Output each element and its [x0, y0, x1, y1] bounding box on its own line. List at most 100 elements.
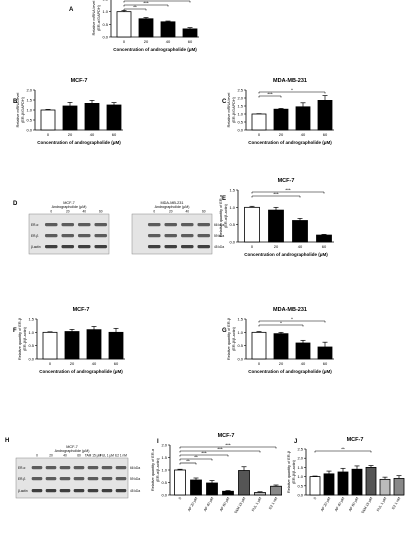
panel-letter-f: F [13, 328, 17, 334]
panel-letter-h: H [5, 438, 9, 444]
x-tick-label-j: FUL 1 μM [376, 496, 387, 512]
sig-label-e: *** [285, 187, 291, 192]
blot-band [44, 234, 58, 238]
y-tick-label-j: 1.0 [297, 474, 303, 479]
blot-row-label: ER-α [31, 223, 38, 227]
bar-e [244, 206, 260, 243]
bar-f [86, 329, 102, 360]
y-tick-label-b: 0.0 [26, 128, 32, 133]
y-axis-label-g: (ER-β/β-actin) [232, 326, 236, 351]
blot-band [44, 223, 58, 227]
blot-size-label: 59 kDa [214, 234, 224, 238]
sig-label-a: ** [133, 4, 137, 9]
x-axis-label-b: Concentration of andrographolide (μM) [37, 140, 121, 145]
blot-lane-label: 40 [63, 454, 67, 458]
panel-letter-i: I [157, 439, 159, 445]
blot-band [115, 489, 127, 493]
panel-title-b: MCF-7 [71, 78, 88, 84]
blot-band [59, 489, 71, 493]
sig-label-e: *** [273, 191, 279, 196]
blot-size-label: 45 kDa [130, 489, 140, 493]
blot-band [101, 466, 113, 470]
blot-band [45, 466, 57, 470]
blot-band [147, 223, 161, 227]
bar-j [309, 476, 321, 496]
y-tick-label-g: 1.0 [237, 330, 243, 335]
blot-band [59, 466, 71, 470]
bar-i [190, 479, 202, 496]
blot-band [94, 234, 108, 238]
sig-label-i: ** [194, 454, 198, 459]
x-tick-label-i: FUL 1 μM [251, 496, 262, 512]
bar-f [42, 331, 58, 360]
panel-title-j: MCF-7 [347, 437, 364, 443]
x-axis-label-g: Concentration of andrographolide (μM) [248, 369, 332, 374]
x-tick-label-g: 60 [323, 361, 328, 366]
y-tick-label-f: 0.0 [28, 357, 34, 362]
sig-label-i: ** [186, 458, 190, 463]
bar-e [292, 220, 308, 243]
blot-band [59, 477, 71, 481]
y-tick-label-g: 0.5 [237, 343, 243, 348]
y-tick-label-e: 1.0 [229, 205, 235, 210]
y-axis-label-a: (ER-α/GAPDH) [97, 4, 101, 31]
x-tick-label-a: 20 [144, 39, 149, 44]
blot-band [101, 477, 113, 481]
blot-band [61, 245, 75, 249]
y-tick-label-a: 0.5 [102, 22, 108, 27]
bar-a [138, 18, 154, 38]
panel-title-c: MDA-MB-231 [273, 78, 307, 84]
y-tick-label-c: 2.5 [237, 88, 243, 93]
x-axis-label-c: Concentration of andrographolide (μM) [248, 140, 332, 145]
blot-band [73, 466, 85, 470]
y-tick-label-g: 0.0 [237, 357, 243, 362]
panel-letter-g: G [222, 328, 227, 334]
sig-label-a: *** [143, 0, 149, 5]
bar-i [174, 469, 186, 496]
x-axis-label-f: Concentration of andrographolide (μM) [39, 369, 123, 374]
x-tick-label-i: E2 1 nM [268, 497, 278, 511]
sig-label-i: *** [201, 450, 207, 455]
y-tick-label-f: 0.5 [28, 343, 34, 348]
blot-size-label: 66 kDa [130, 466, 140, 470]
bar-j [365, 466, 377, 496]
blot-group-subtitle: Andrographolide (μM) [55, 449, 90, 453]
blot-band [61, 223, 75, 227]
x-tick-label-c: 0 [258, 132, 261, 137]
sig-label-g: * [291, 316, 293, 321]
bar-f [108, 331, 124, 360]
bar-c [251, 113, 267, 131]
y-axis-label-c: (ER-β/GAPDH) [232, 96, 236, 123]
blot-row-label: ER-α [18, 466, 25, 470]
bar-c [273, 108, 289, 131]
panel-title-g: MDA-MB-231 [273, 307, 307, 313]
sig-label-j: ** [341, 446, 345, 451]
y-axis-label-b: Relative mRNA level [16, 93, 20, 128]
panel-letter-d: D [13, 201, 18, 207]
bar-j [393, 478, 405, 496]
panel-letter-e: E [222, 196, 226, 202]
y-axis-label-c: Relative mRNA level [227, 93, 231, 128]
y-tick-label-j: 2.5 [297, 447, 303, 452]
blot-row-label: β-actin [31, 245, 41, 249]
y-axis-label-f: Relative quantity of ER-β [18, 317, 22, 360]
y-tick-label-j: 0.5 [297, 483, 303, 488]
bar-g [251, 331, 267, 360]
blot-lane-label: FUL 1 μM [100, 454, 114, 458]
panel-title-e: MCF-7 [278, 178, 295, 184]
y-tick-label-b: 0.5 [26, 118, 32, 123]
y-tick-label-i: 1.0 [161, 468, 167, 473]
blot-band [180, 245, 194, 249]
bar-b [40, 109, 56, 131]
y-tick-label-i: 2.0 [161, 443, 167, 448]
x-tick-label-f: 60 [114, 361, 119, 366]
x-tick-label-i: TAM 15 μM [234, 497, 247, 515]
y-tick-label-a: 0.0 [102, 35, 108, 40]
x-tick-label-c: 60 [323, 132, 328, 137]
y-tick-label-c: 1.0 [237, 112, 243, 117]
y-tick-label-e: 0.5 [229, 222, 235, 227]
x-tick-label-i: AP 20 μM [187, 497, 198, 513]
y-axis-label-a: Relative mRNA level [92, 1, 96, 36]
bar-j [337, 471, 349, 496]
y-tick-label-i: 0.0 [161, 493, 167, 498]
